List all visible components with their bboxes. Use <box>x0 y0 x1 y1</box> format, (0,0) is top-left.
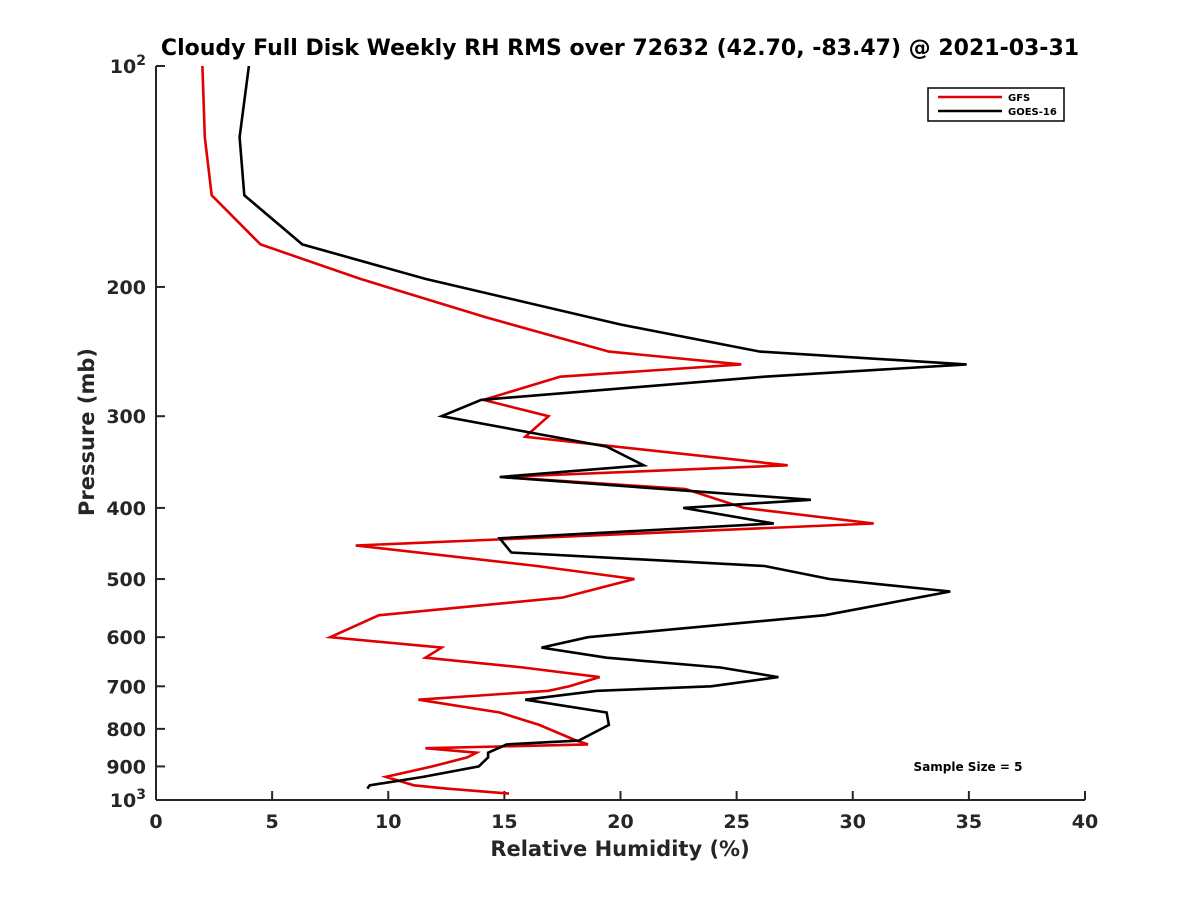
axes: 0 5 10 15 20 25 30 35 40 102 200 300 400 500 600 700 800… <box>106 53 1098 833</box>
y-tick-label: 500 <box>106 569 146 591</box>
y-tick-label: 900 <box>106 756 146 778</box>
sample-size-annotation: Sample Size = 5 <box>914 760 1023 774</box>
series-line-goes-16 <box>238 65 967 790</box>
legend-label-gfs: GFS <box>1008 93 1030 104</box>
x-tick-label: 35 <box>956 811 982 833</box>
series-line-gfs <box>201 65 874 795</box>
x-tick-label: 0 <box>149 811 162 833</box>
y-tick-label: 800 <box>106 719 146 741</box>
x-tick-label: 25 <box>723 811 749 833</box>
x-tick-label: 30 <box>840 811 866 833</box>
legend-label-goes-16: GOES-16 <box>1008 107 1057 118</box>
x-tick-label: 10 <box>375 811 401 833</box>
y-tick-label: 103 <box>110 787 146 812</box>
y-tick-label: 200 <box>106 277 146 299</box>
y-tick-label: 700 <box>106 676 146 698</box>
legend-box <box>927 87 1065 122</box>
y-tick-label: 400 <box>106 498 146 520</box>
y-axis-label: Pressure (mb) <box>75 348 99 516</box>
x-tick-label: 40 <box>1072 811 1098 833</box>
x-axis-label: Relative Humidity (%) <box>490 837 749 861</box>
chart-title: Cloudy Full Disk Weekly RH RMS over 7263… <box>161 36 1079 61</box>
x-tick-label: 15 <box>491 811 517 833</box>
x-tick-label: 5 <box>266 811 279 833</box>
legend: GFS GOES-16 <box>927 87 1065 122</box>
series-layer <box>201 65 967 795</box>
x-tick-label: 20 <box>607 811 633 833</box>
y-tick-label: 102 <box>110 53 146 78</box>
y-tick-label: 600 <box>106 627 146 649</box>
y-tick-label: 300 <box>106 406 146 428</box>
